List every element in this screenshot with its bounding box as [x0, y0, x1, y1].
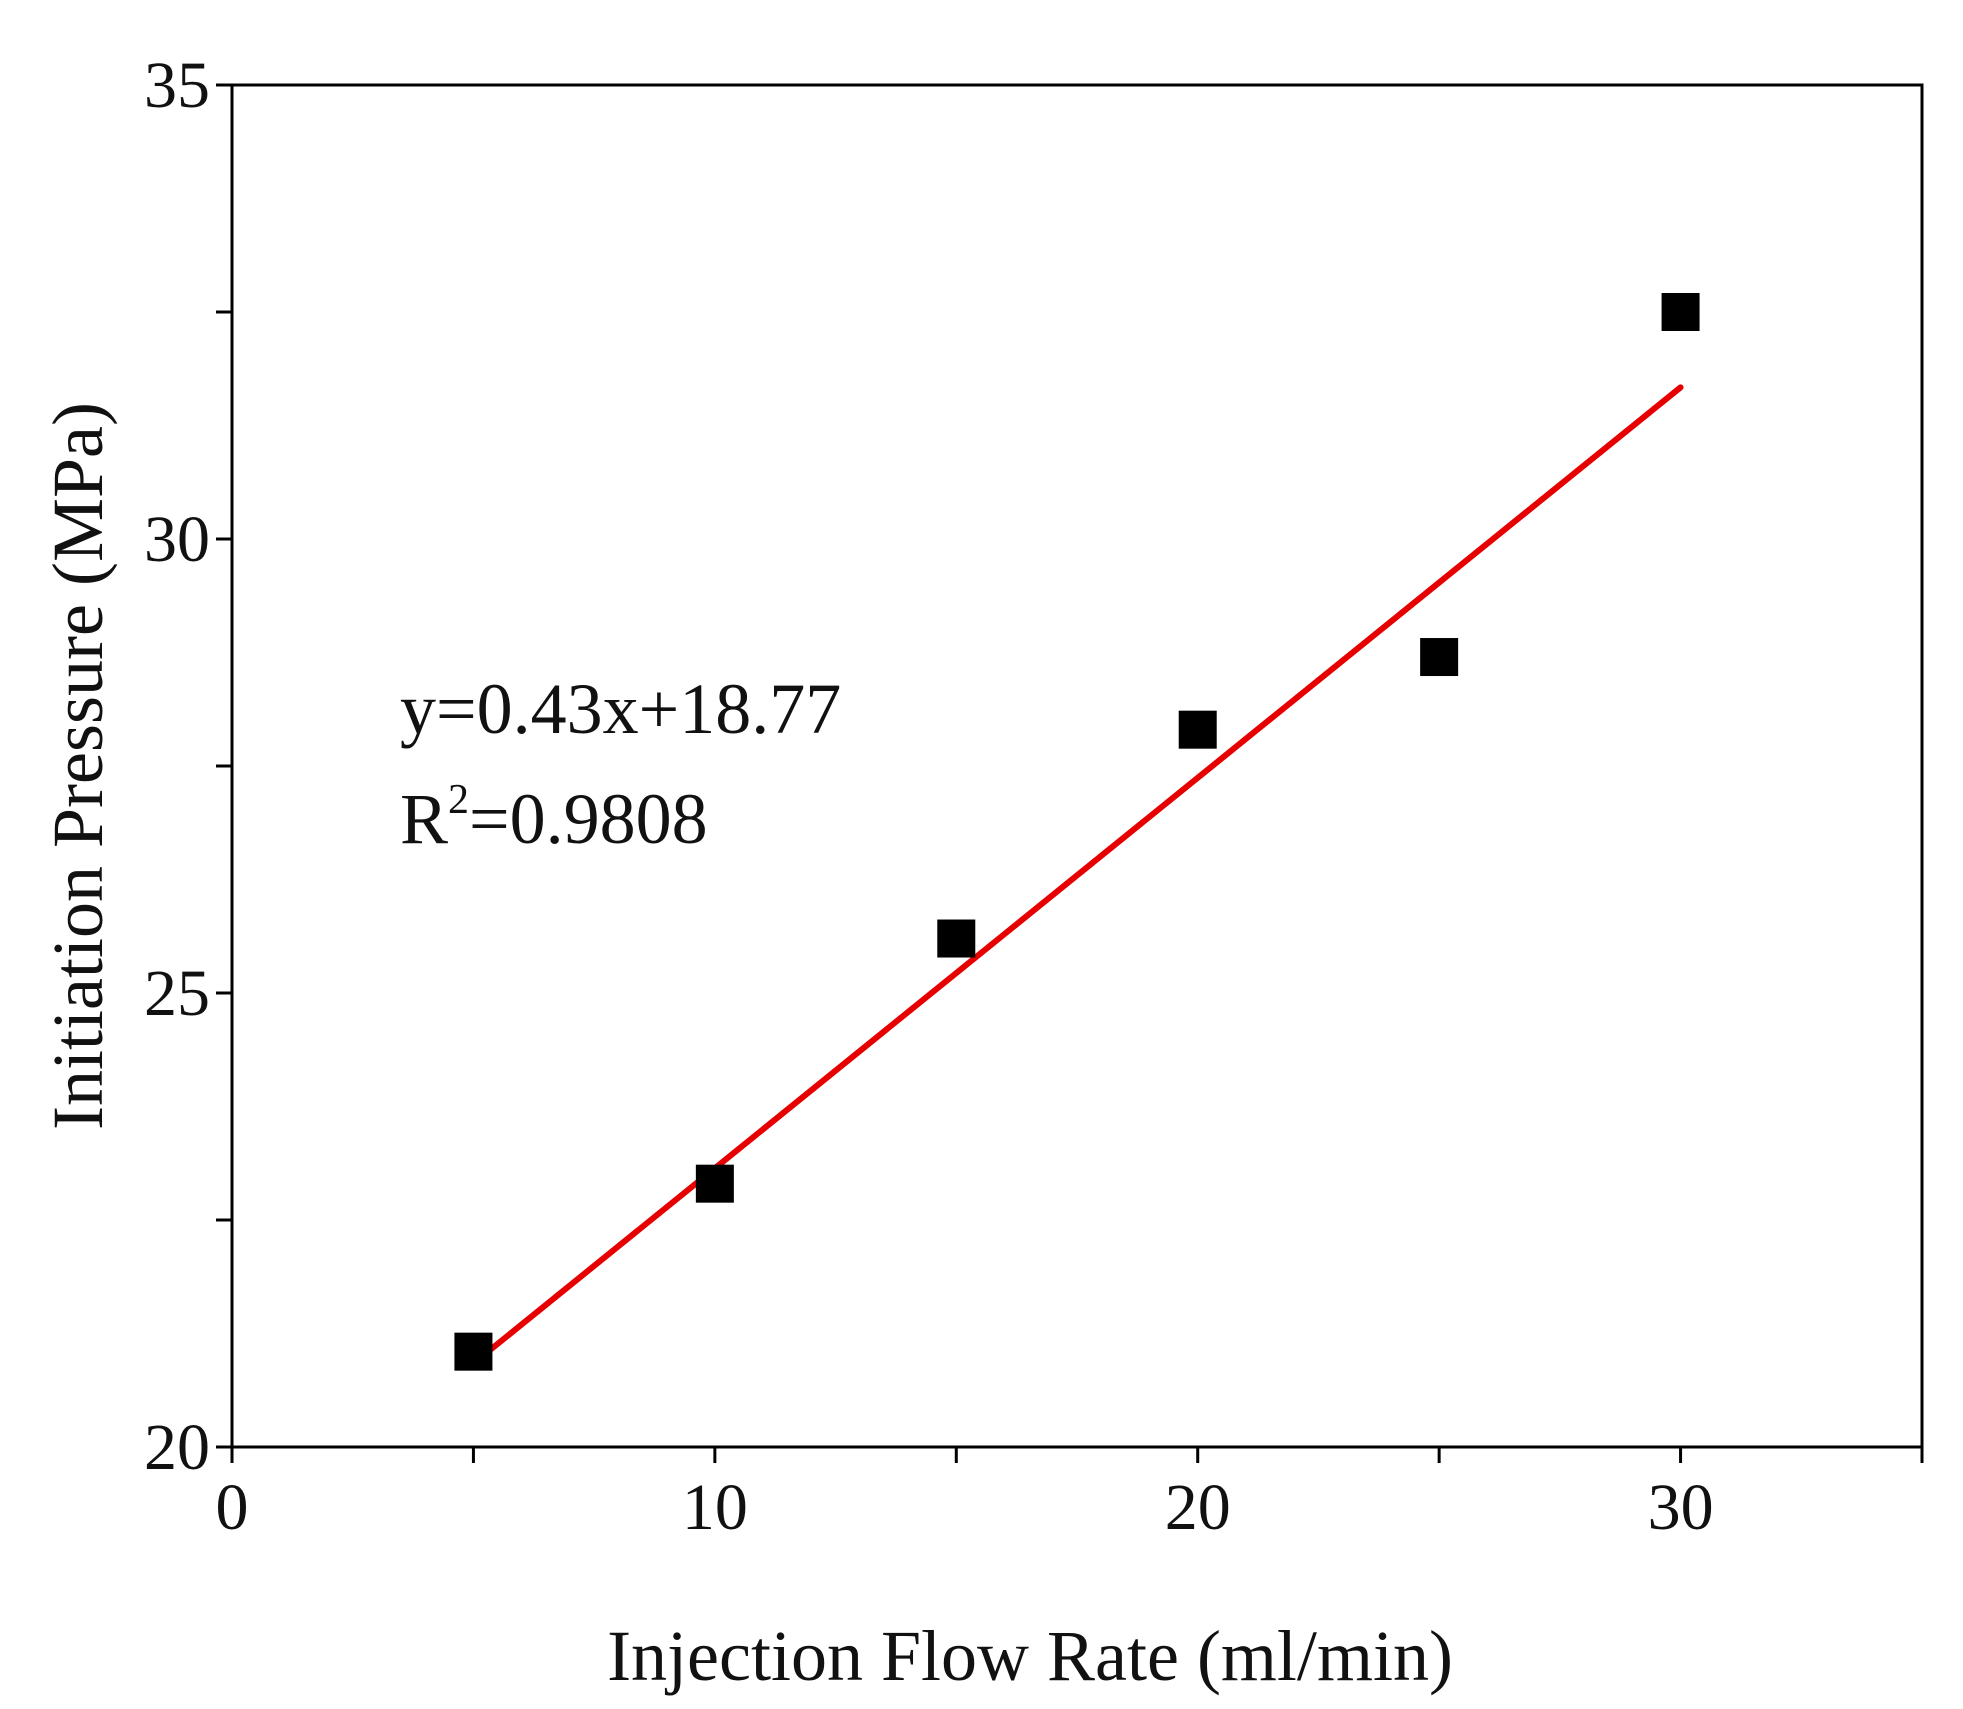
- x-tick-label: 20: [1165, 1471, 1231, 1544]
- fit-line-layer: [470, 384, 1684, 1367]
- data-point: [1661, 293, 1700, 331]
- x-tick-label: 10: [682, 1471, 748, 1544]
- plot-frame: [230, 83, 1924, 1449]
- y-tick-label: 30: [144, 503, 210, 576]
- x-axis-title: Injection Flow Rate (ml/min): [607, 1616, 1453, 1696]
- r-squared-value: =0.9808: [469, 779, 708, 859]
- x-tick-label: 0: [216, 1471, 249, 1544]
- r-squared-superscript: 2: [448, 777, 469, 823]
- data-point: [937, 919, 976, 958]
- y-tick-label: 35: [144, 49, 210, 122]
- x-tick-label: 30: [1648, 1471, 1714, 1544]
- r-squared-annotation: R2=0.9808: [400, 777, 708, 859]
- data-point: [1420, 638, 1459, 677]
- x-axis-ticks: 0 10 20 30: [216, 1447, 1924, 1544]
- data-point: [1178, 710, 1217, 749]
- data-point: [454, 1332, 493, 1371]
- r-squared-base: R: [400, 779, 448, 859]
- data-point: [695, 1164, 734, 1203]
- y-tick-label: 20: [144, 1411, 210, 1484]
- y-tick-label: 25: [144, 957, 210, 1030]
- linear-fit-line: [470, 384, 1684, 1367]
- y-axis-title: Initiation Pressure (MPa): [38, 402, 118, 1130]
- equation-annotation: y=0.43x+18.77: [400, 669, 841, 749]
- data-points: [454, 293, 1700, 1371]
- y-axis-ticks: 20 25 30 35: [144, 49, 232, 1484]
